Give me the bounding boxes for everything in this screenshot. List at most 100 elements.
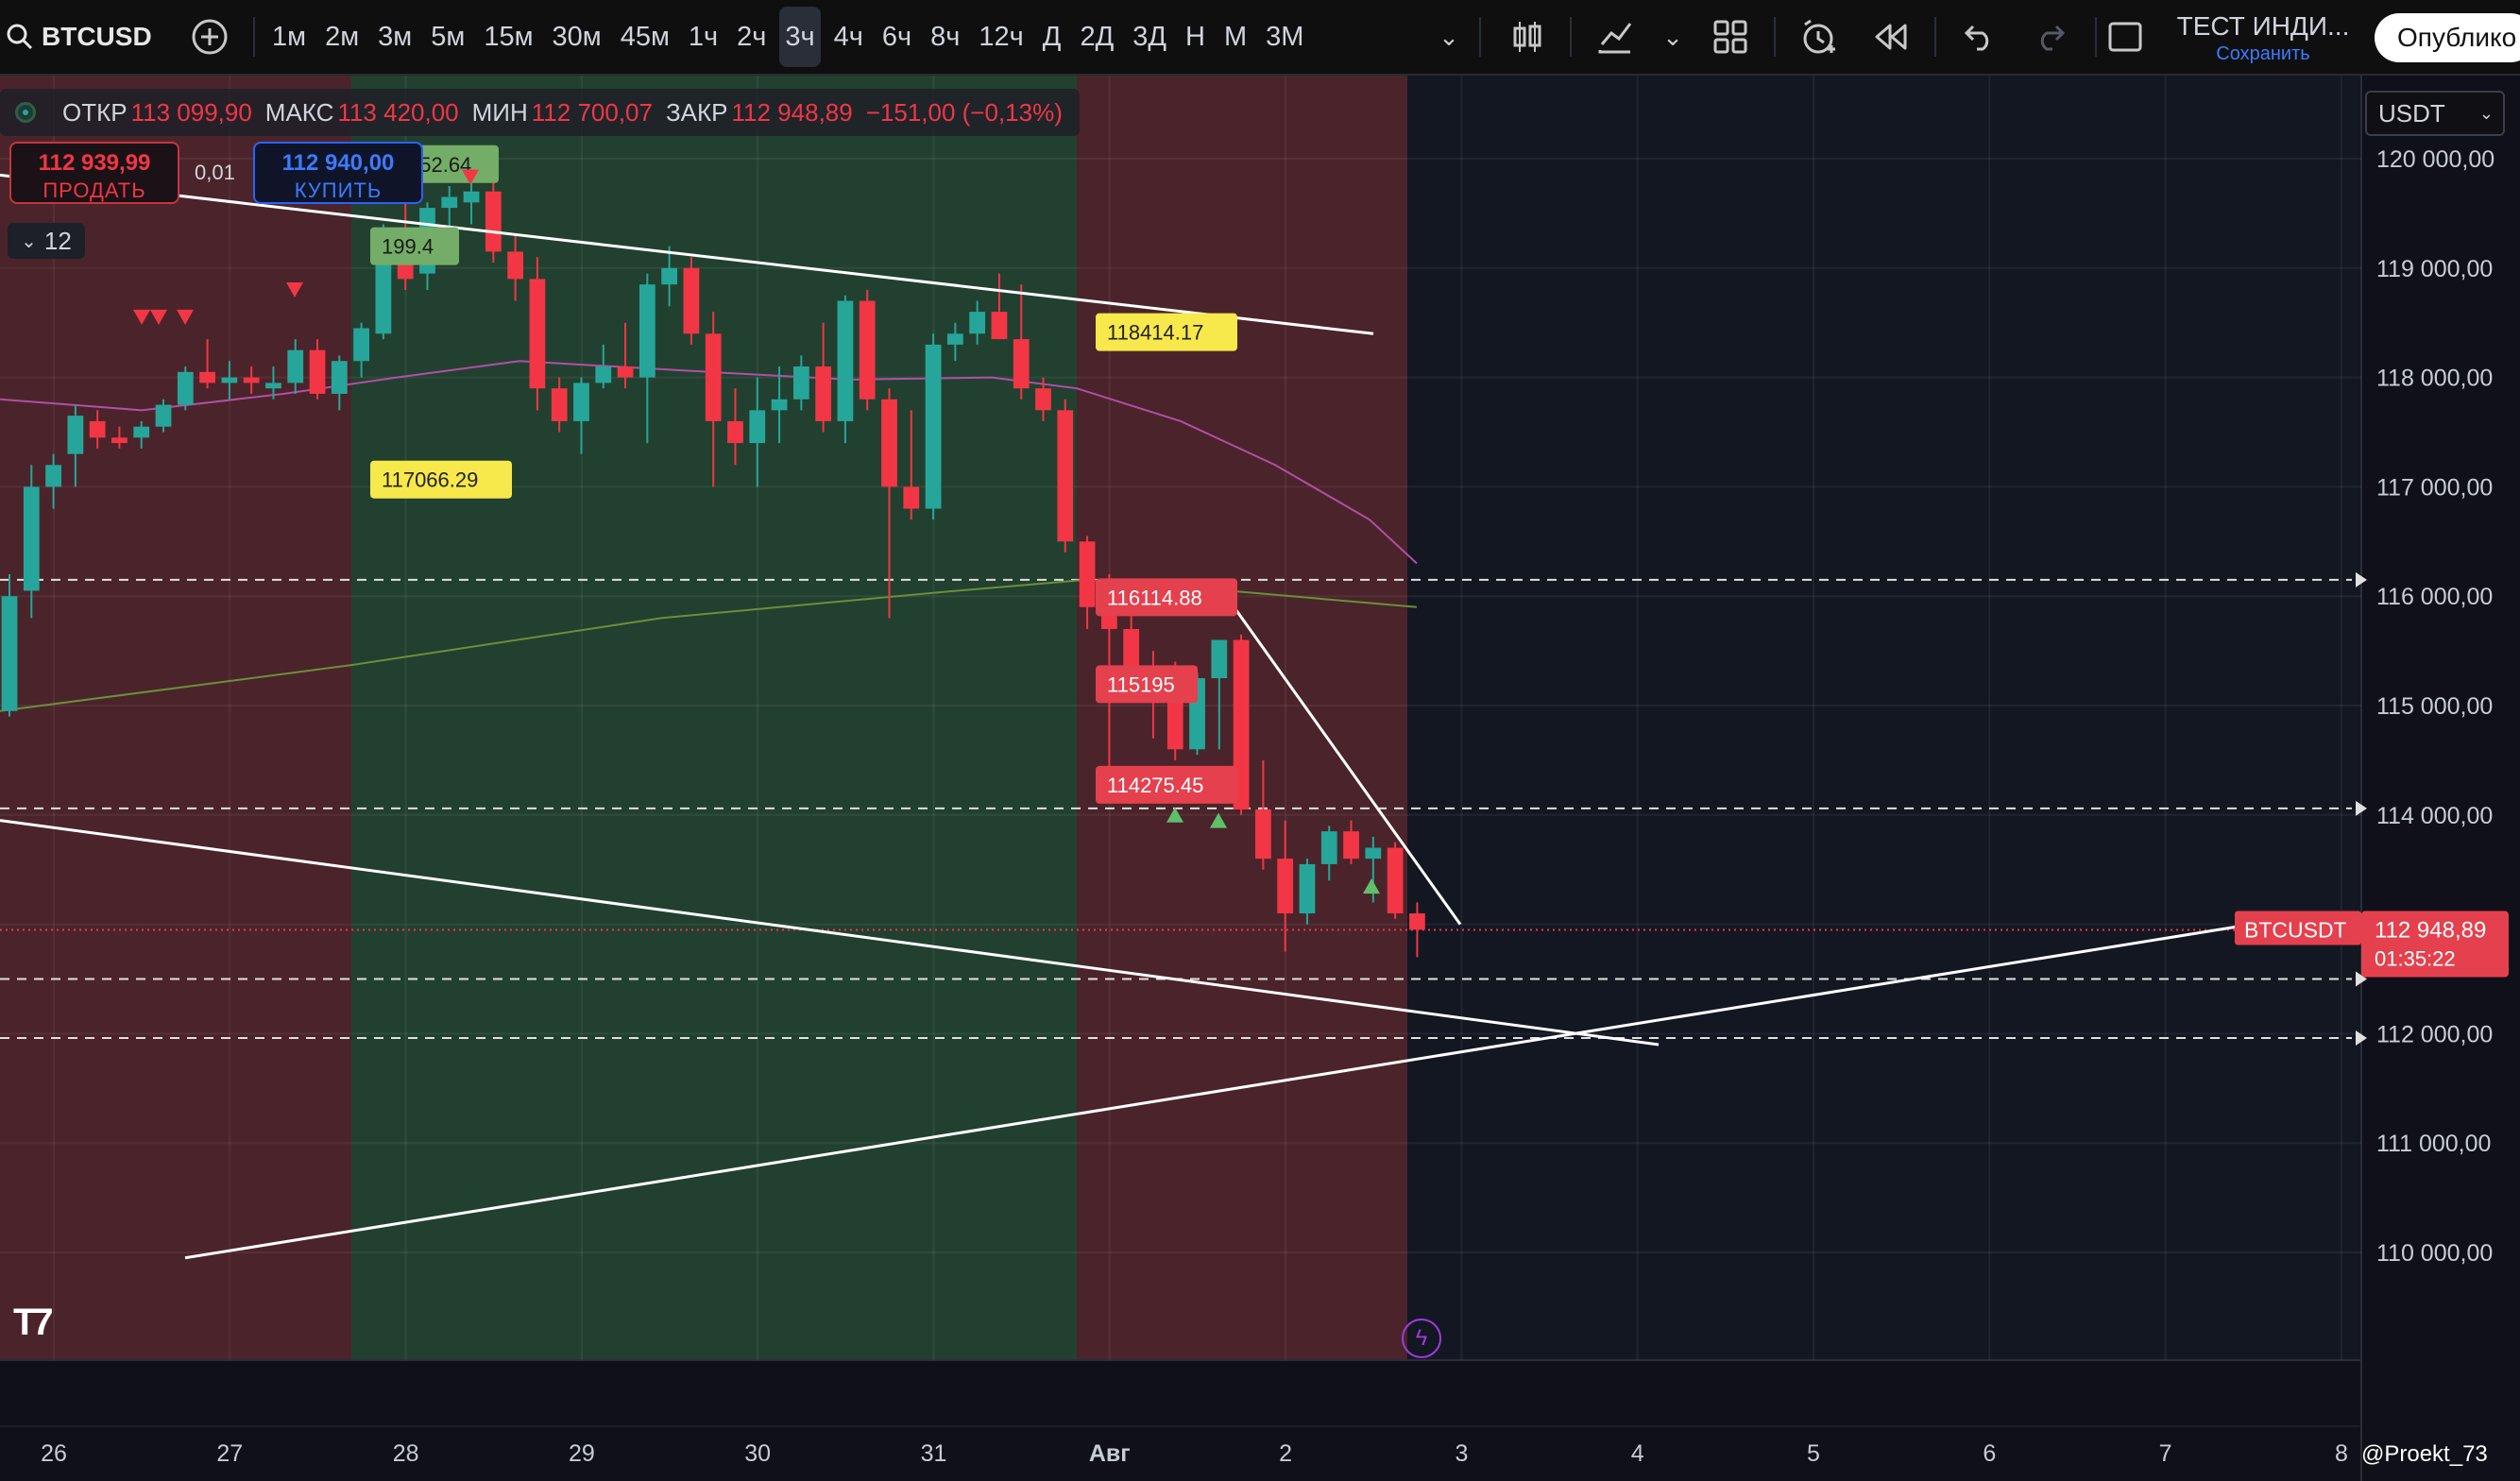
high-value: 113 420,00 (337, 97, 459, 127)
redo-button[interactable] (2029, 0, 2070, 74)
signal-marker (1363, 878, 1380, 894)
annotation-label: 114275.45 (1107, 774, 1203, 797)
timeframe-1[interactable]: 2м (325, 21, 360, 52)
symbol-price-tag (2235, 911, 2361, 945)
candle-body (485, 191, 502, 252)
timeframe-3[interactable]: 5м (431, 21, 466, 52)
price-tick-label: 119 000,00 (2376, 256, 2493, 282)
buy-button[interactable]: 112 940,00 КУПИТЬ (253, 142, 423, 204)
alert-button[interactable] (1798, 0, 1842, 74)
timeframe-19[interactable]: 3М (1266, 21, 1304, 52)
grid-layout-icon (1713, 20, 1747, 54)
candle-body (749, 410, 766, 444)
currency-value: USDT (2378, 98, 2445, 128)
price-axis[interactable]: 120 000,00 119 000,00 118 000,00 117 000,00… (2235, 146, 2509, 1267)
compare-symbol-button[interactable] (189, 0, 230, 74)
time-tick-label: 7 (2159, 1440, 2172, 1467)
timeframe-8[interactable]: 2ч (737, 21, 767, 52)
candle-body (1035, 388, 1051, 411)
time-axis[interactable]: 26 27 28 29 30 31 Авг 2 3 4 5 6 7 8 (41, 1440, 2348, 1467)
fullscreen-button[interactable] (2104, 0, 2146, 74)
candle-body (1277, 859, 1294, 914)
candle-body (1123, 628, 1140, 668)
candle-body (529, 279, 546, 389)
price-tick-label: 114 000,00 (2376, 803, 2493, 829)
indicators-dropdown-button[interactable]: ⌄ (1659, 0, 1687, 74)
timeframe-5[interactable]: 30м (552, 21, 602, 52)
annotation-box (1096, 313, 1237, 351)
candle-body (991, 312, 1008, 340)
publish-button[interactable]: Опублико (2375, 13, 2520, 62)
annotation-label: 117066.29 (382, 468, 478, 492)
price-tick-label: 115 000,00 (2376, 693, 2493, 720)
timeframe-13[interactable]: 12ч (979, 21, 1024, 52)
candle-body (1057, 410, 1074, 542)
price-tick-label: 112 000,00 (2376, 1021, 2493, 1047)
candle-body (969, 312, 986, 334)
indicators-button[interactable] (1594, 0, 1636, 74)
time-tick-label: 8 (2335, 1440, 2348, 1467)
candle-body (1365, 847, 1382, 860)
annotation-box (370, 227, 459, 265)
open-value: 113 099,90 (130, 97, 252, 127)
timeframe-bar: 1м 2м 3м 5м 15м 30м 45м 1ч 2ч 3ч 4ч 6ч 8ч 12ч Д 2Д 3Д Н М 3… (266, 0, 1317, 74)
timeframe-14[interactable]: Д (1042, 21, 1062, 52)
timeframe-16[interactable]: 3Д (1132, 21, 1166, 52)
time-tick-label: 2 (1279, 1440, 1292, 1467)
indicators-collapse-button[interactable]: ⌄ 12 (8, 223, 85, 259)
chevron-down-icon: ⌄ (1439, 22, 1459, 51)
candle-body (1320, 831, 1337, 864)
layout-grid-button[interactable] (1710, 0, 1751, 74)
candle-body (1255, 809, 1271, 860)
layout-name[interactable]: ТЕСТ ИНДИ... Сохранить (2169, 11, 2358, 65)
candle-body (287, 349, 304, 383)
candle-body (1409, 913, 1425, 930)
add-circle-icon (192, 19, 228, 55)
open-label: ОТКР (62, 97, 128, 127)
candle-body (617, 366, 634, 378)
annotation-box (1096, 665, 1198, 704)
timeframe-9[interactable]: 3ч (779, 7, 821, 67)
separator (1479, 17, 1481, 57)
candle-body (925, 344, 942, 509)
indicators-icon (1598, 23, 1632, 54)
candle-body (199, 371, 215, 383)
timeframe-dropdown-button[interactable]: ⌄ (1432, 0, 1466, 74)
separator (1934, 17, 1936, 57)
undo-button[interactable] (1959, 0, 2001, 74)
sell-button[interactable]: 112 939,99 ПРОДАТЬ (9, 142, 179, 204)
candle-body (792, 366, 809, 400)
timeframe-6[interactable]: 45м (620, 21, 670, 52)
session-green (351, 76, 1077, 1360)
high-label: МАКС (264, 97, 334, 127)
signal-marker (1166, 807, 1183, 823)
timeframe-11[interactable]: 6ч (881, 21, 912, 52)
replay-button[interactable] (1870, 0, 1912, 74)
candle-body (265, 383, 281, 389)
low-value: 112 700,07 (531, 97, 653, 127)
timeframe-4[interactable]: 15м (484, 21, 534, 52)
visibility-dot-icon[interactable] (15, 102, 36, 123)
annotation-label: 116114.88 (1107, 586, 1202, 609)
chart-type-button[interactable] (1504, 0, 1551, 74)
timeframe-12[interactable]: 8ч (930, 21, 961, 52)
currency-select[interactable]: USDT ⌄ (2365, 91, 2505, 136)
candle-body (837, 300, 854, 421)
trend-lines[interactable] (0, 173, 2287, 1260)
timeframe-17[interactable]: Н (1185, 21, 1205, 52)
annotation-label: 118414.17 (1107, 321, 1203, 345)
timeframe-0[interactable]: 1м (272, 21, 307, 52)
timeframe-10[interactable]: 4ч (833, 21, 863, 52)
symbol-search[interactable]: BTCUSD (6, 0, 152, 74)
last-price-label: 112 948,89 (2375, 918, 2486, 944)
spread-value: 0,01 (195, 161, 235, 184)
timeframe-15[interactable]: 2Д (1080, 21, 1115, 52)
trend-line (184, 917, 2287, 1260)
price-chart[interactable]: 118414.17 117066.29 116114.88 115195 114275.… (0, 74, 2520, 1481)
lightning-icon[interactable]: ϟ (1402, 1319, 1441, 1358)
save-link[interactable]: Сохранить (2216, 43, 2310, 64)
timeframe-18[interactable]: М (1223, 21, 1248, 52)
timeframe-7[interactable]: 1ч (688, 21, 719, 52)
trend-line (0, 819, 1660, 1047)
timeframe-2[interactable]: 3м (378, 21, 413, 52)
